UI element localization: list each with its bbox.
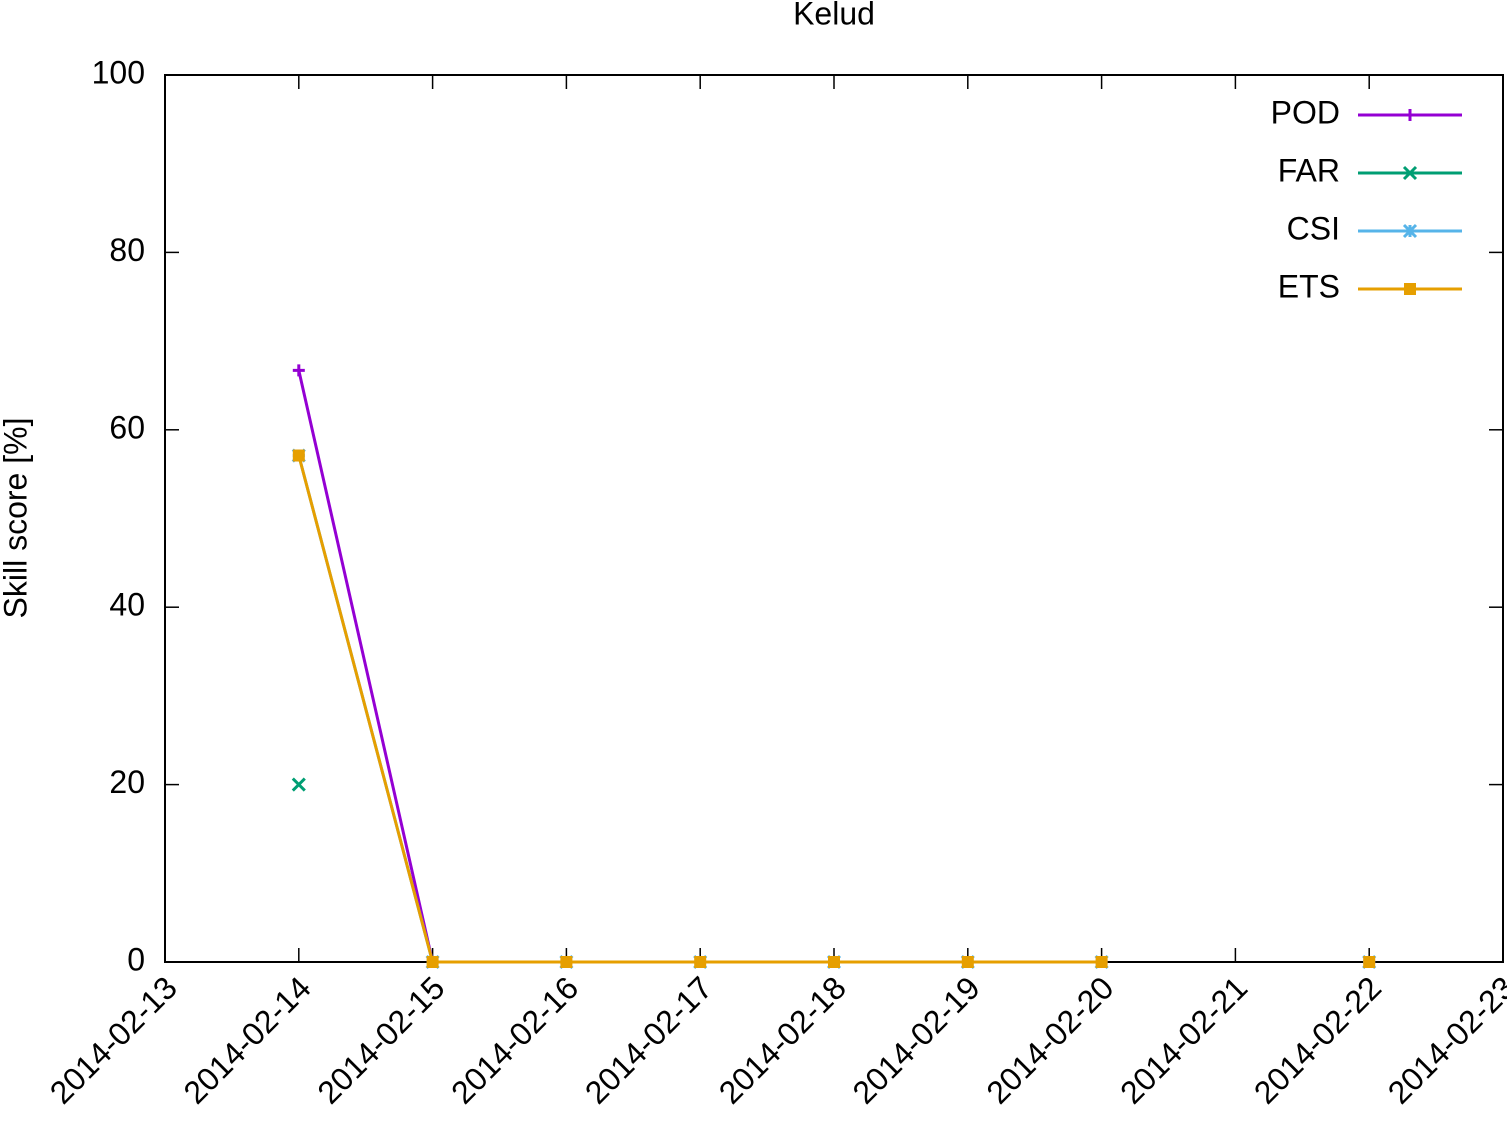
marker (828, 956, 840, 968)
x-tick-label: 2014-02-14 (177, 969, 318, 1110)
series-line (299, 370, 1369, 962)
legend-label: FAR (1278, 152, 1340, 188)
x-tick-label: 2014-02-19 (846, 969, 987, 1110)
y-tick-label: 100 (92, 54, 145, 90)
legend-label: ETS (1278, 268, 1340, 304)
marker (292, 364, 305, 377)
marker (1095, 956, 1108, 968)
legend-label: POD (1271, 94, 1340, 130)
y-tick-label: 20 (109, 764, 145, 800)
marker (291, 777, 306, 792)
marker (694, 956, 707, 968)
y-tick-label: 80 (109, 232, 145, 268)
x-tick-label: 2014-02-22 (1247, 969, 1388, 1110)
series-line (299, 456, 1369, 962)
marker (292, 449, 305, 462)
marker (426, 956, 439, 968)
x-tick-label: 2014-02-16 (444, 969, 585, 1110)
legend-label: CSI (1287, 210, 1340, 246)
legend-marker (1402, 165, 1418, 181)
x-tick-label: 2014-02-13 (43, 969, 184, 1110)
y-tick-label: 0 (127, 941, 145, 977)
series-line (299, 456, 1369, 962)
y-axis-label: Skill score [%] (0, 418, 33, 619)
x-tick-label: 2014-02-17 (578, 969, 719, 1110)
y-tick-label: 40 (109, 587, 145, 623)
x-tick-label: 2014-02-15 (310, 969, 451, 1110)
x-tick-label: 2014-02-18 (712, 969, 853, 1110)
x-tick-label: 2014-02-23 (1381, 969, 1507, 1110)
legend-marker (1404, 283, 1416, 295)
plot-frame (164, 74, 1504, 963)
marker (961, 956, 974, 968)
legend-marker (1402, 223, 1418, 239)
legend-marker (1404, 109, 1416, 121)
marker (1363, 956, 1376, 968)
x-tick-label: 2014-02-20 (979, 969, 1120, 1110)
y-tick-label: 60 (109, 409, 145, 445)
chart-title: Kelud (793, 0, 875, 31)
x-tick-label: 2014-02-21 (1113, 969, 1254, 1110)
marker (560, 956, 573, 968)
